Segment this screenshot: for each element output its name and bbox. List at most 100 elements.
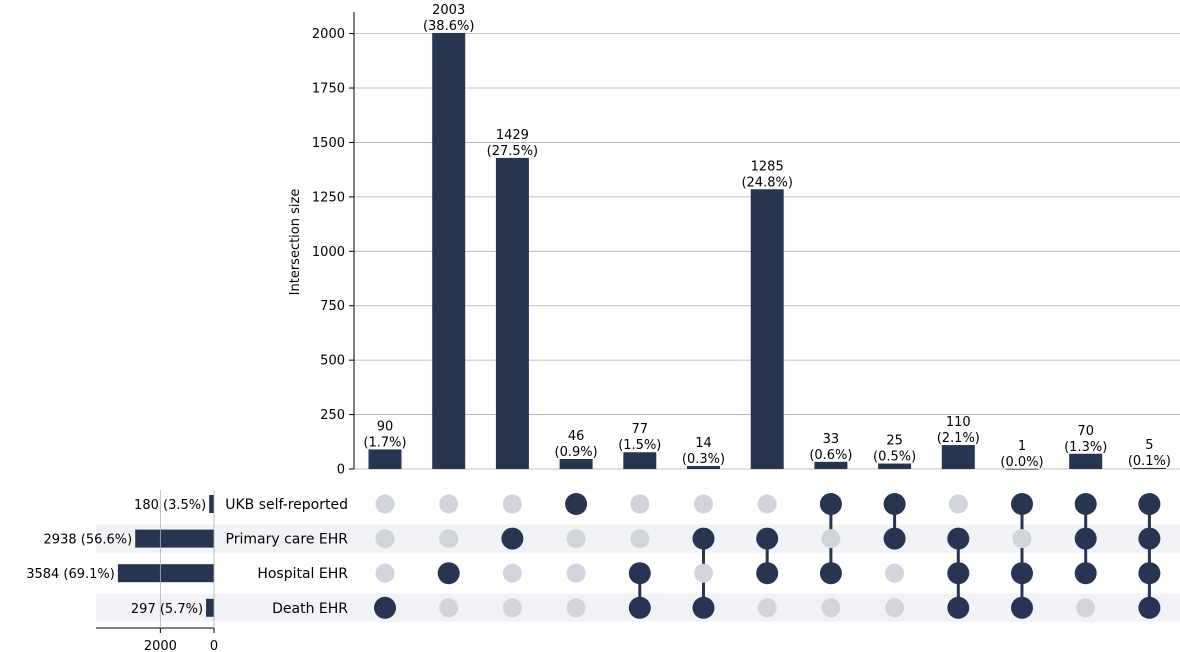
member-dot-active — [692, 527, 715, 550]
bar-count-label: 14 — [695, 436, 712, 451]
member-dot-inactive — [439, 598, 459, 618]
set-size-label: 3584 (69.1%) — [26, 567, 115, 582]
set-size-label: 297 (5.7%) — [131, 602, 203, 617]
set-name-label: Primary care EHR — [226, 532, 349, 548]
y-tick-label: 1750 — [312, 82, 345, 97]
bar-count-label: 70 — [1077, 424, 1094, 439]
bar-count-label: 2003 — [432, 3, 465, 18]
member-dot-active — [1138, 596, 1161, 619]
member-dot-active — [756, 527, 779, 550]
bar-count-label: 1 — [1018, 439, 1026, 454]
member-dot-active — [1138, 493, 1161, 515]
member-dot-inactive — [375, 494, 395, 514]
member-dot-active — [565, 493, 588, 515]
intersection-bar — [623, 452, 657, 469]
bar-percent-label: (1.3%) — [1064, 440, 1107, 455]
set-name-label: Hospital EHR — [257, 566, 348, 582]
member-dot-inactive — [375, 563, 395, 583]
member-dot-inactive — [1076, 598, 1096, 618]
member-dot-inactive — [630, 494, 650, 514]
bar-count-label: 46 — [568, 429, 585, 444]
bar-percent-label: (0.5%) — [873, 450, 916, 465]
y-tick-label: 1500 — [312, 136, 345, 151]
member-dot-active — [1011, 562, 1033, 585]
set-size-axis: 2000 0 — [96, 490, 218, 652]
member-dot-active — [628, 596, 651, 619]
bar-percent-label: (24.8%) — [741, 175, 792, 190]
member-dot-inactive — [821, 598, 841, 618]
intersection-bar — [687, 465, 720, 469]
member-dot-inactive — [694, 494, 713, 514]
set-name-label: UKB self-reported — [225, 497, 348, 513]
member-dot-active — [437, 562, 460, 585]
intersection-bars — [368, 32, 1166, 470]
member-dot-inactive — [948, 494, 968, 514]
bar-percent-label: (1.7%) — [363, 435, 406, 450]
set-size-label: 2938 (56.6%) — [44, 533, 133, 548]
member-dot-active — [1074, 562, 1097, 585]
member-dot-active — [1074, 493, 1097, 515]
member-dot-active — [1138, 527, 1161, 550]
intersection-bar — [1132, 467, 1166, 469]
member-dot-inactive — [566, 598, 586, 618]
bar-percent-label: (27.5%) — [487, 144, 538, 159]
member-dot-active — [819, 493, 842, 515]
bar-count-label: 1285 — [751, 159, 784, 174]
bar-percent-label: (38.6%) — [423, 19, 474, 34]
member-dot-inactive — [502, 598, 522, 618]
bar-percent-label: (2.1%) — [937, 431, 980, 446]
bar-percent-label: (0.0%) — [1000, 455, 1043, 470]
member-dot-inactive — [821, 529, 841, 549]
set-size-tick-label: 2000 — [144, 639, 177, 652]
intersection-bar — [941, 445, 975, 469]
set-size-bars: 180 (3.5%) 2938 (56.6%) 3584 (69.1%) 297 (5… — [26, 495, 214, 617]
member-dot-active — [1074, 527, 1097, 550]
membership-matrix — [374, 493, 1161, 619]
member-dot-inactive — [885, 598, 905, 618]
intersection-bar — [878, 463, 912, 469]
intersection-y-axis: 0 250 500 750 1000 1250 1500 1750 2000 — [312, 12, 355, 478]
member-dot-inactive — [439, 529, 459, 549]
bar-percent-label: (0.6%) — [809, 448, 852, 463]
bar-percent-label: (1.5%) — [618, 438, 661, 453]
intersection-labels: 90(1.7%) 2003(38.6%) 1429(27.5%) 46(0.9%) 77… — [363, 3, 1171, 470]
y-tick-label: 0 — [337, 463, 345, 478]
member-dot-active — [692, 596, 715, 619]
member-dot-active — [501, 527, 524, 550]
set-names: UKB self-reported Primary care EHR Hospita… — [225, 497, 348, 617]
member-dot-inactive — [757, 598, 777, 618]
set-size-label: 180 (3.5%) — [134, 498, 206, 513]
intersection-bar — [1005, 468, 1039, 470]
member-dot-inactive — [885, 563, 905, 583]
y-tick-label: 250 — [320, 408, 345, 423]
intersection-bar — [1069, 453, 1103, 469]
y-tick-label: 1250 — [312, 190, 345, 205]
member-dot-inactive — [502, 563, 522, 583]
member-dot-inactive — [566, 529, 586, 549]
set-size-bar — [117, 564, 214, 583]
member-dot-active — [819, 562, 842, 585]
bar-percent-label: (0.9%) — [555, 445, 598, 460]
y-tick-label: 500 — [320, 354, 345, 369]
member-dot-active — [947, 527, 970, 550]
intersection-bar — [368, 449, 402, 469]
member-dot-active — [1011, 596, 1033, 619]
member-dot-inactive — [757, 494, 777, 514]
bar-count-label: 77 — [632, 422, 649, 437]
intersection-bar — [495, 157, 529, 470]
bar-count-label: 5 — [1145, 438, 1153, 453]
bar-percent-label: (0.1%) — [1128, 454, 1171, 469]
member-dot-active — [883, 527, 906, 550]
member-dot-inactive — [694, 563, 713, 583]
member-dot-active — [374, 596, 396, 619]
intersection-bar — [750, 189, 784, 469]
bar-count-label: 25 — [886, 434, 903, 449]
y-axis-label: Intersection size — [288, 189, 303, 296]
set-name-label: Death EHR — [272, 601, 348, 617]
member-dot-inactive — [630, 529, 650, 549]
intersection-bar — [559, 458, 593, 469]
bar-count-label: 90 — [377, 419, 394, 434]
member-dot-inactive — [375, 529, 395, 549]
member-dot-active — [628, 562, 651, 585]
